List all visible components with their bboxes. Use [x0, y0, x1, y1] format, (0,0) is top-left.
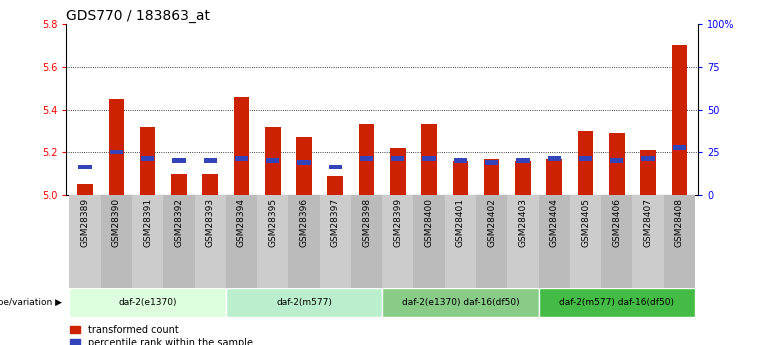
Bar — [235, 156, 248, 161]
Bar — [538, 288, 695, 317]
Bar — [641, 156, 654, 161]
Text: GSM28404: GSM28404 — [550, 198, 558, 247]
Text: daf-2(m577): daf-2(m577) — [276, 298, 332, 307]
Bar — [360, 156, 373, 161]
Bar — [392, 156, 405, 161]
Bar — [234, 97, 250, 195]
Text: GSM28401: GSM28401 — [456, 198, 465, 247]
Bar — [110, 150, 123, 154]
Bar — [672, 46, 687, 195]
Bar — [382, 195, 413, 288]
Bar — [548, 156, 561, 161]
Text: GSM28391: GSM28391 — [143, 198, 152, 247]
Bar — [320, 195, 351, 288]
Text: GSM28402: GSM28402 — [488, 198, 496, 247]
Bar — [515, 161, 530, 195]
Text: GSM28393: GSM28393 — [206, 198, 215, 247]
Text: daf-2(e1370): daf-2(e1370) — [119, 298, 177, 307]
Bar — [570, 195, 601, 288]
Bar — [484, 159, 499, 195]
Bar — [69, 288, 226, 317]
Bar — [69, 195, 101, 288]
Text: GSM28400: GSM28400 — [424, 198, 434, 247]
Bar — [445, 195, 476, 288]
Bar — [579, 156, 592, 161]
Bar — [421, 125, 437, 195]
Bar — [516, 158, 530, 163]
Bar — [141, 156, 154, 161]
Bar — [423, 156, 436, 161]
Text: GSM28395: GSM28395 — [268, 198, 277, 247]
Text: daf-2(m577) daf-16(df50): daf-2(m577) daf-16(df50) — [559, 298, 674, 307]
Bar — [171, 174, 186, 195]
Text: daf-2(e1370) daf-16(df50): daf-2(e1370) daf-16(df50) — [402, 298, 519, 307]
Bar — [194, 195, 226, 288]
Bar — [328, 165, 342, 169]
Bar — [140, 127, 155, 195]
Bar — [226, 195, 257, 288]
Bar — [79, 165, 92, 169]
Bar — [296, 137, 312, 195]
Text: GSM28405: GSM28405 — [581, 198, 590, 247]
Bar — [297, 160, 310, 165]
Bar — [547, 159, 562, 195]
Bar — [485, 160, 498, 165]
Bar — [289, 195, 320, 288]
Bar — [382, 288, 538, 317]
Bar — [640, 150, 656, 195]
Bar — [204, 158, 217, 163]
Text: GSM28389: GSM28389 — [80, 198, 90, 247]
Bar — [672, 145, 686, 150]
Bar — [609, 133, 625, 195]
Text: GSM28390: GSM28390 — [112, 198, 121, 247]
Text: GSM28408: GSM28408 — [675, 198, 684, 247]
Text: GSM28407: GSM28407 — [644, 198, 653, 247]
Bar — [413, 195, 445, 288]
Bar — [538, 195, 570, 288]
Bar — [77, 184, 93, 195]
Bar — [266, 158, 279, 163]
Text: genotype/variation ▶: genotype/variation ▶ — [0, 298, 62, 307]
Bar — [172, 158, 186, 163]
Text: GSM28397: GSM28397 — [331, 198, 340, 247]
Text: GSM28394: GSM28394 — [237, 198, 246, 247]
Text: GSM28399: GSM28399 — [393, 198, 402, 247]
Text: GSM28398: GSM28398 — [362, 198, 371, 247]
Bar — [359, 125, 374, 195]
Legend: transformed count, percentile rank within the sample: transformed count, percentile rank withi… — [66, 321, 257, 345]
Text: GDS770 / 183863_at: GDS770 / 183863_at — [66, 9, 211, 23]
Bar — [132, 195, 163, 288]
Bar — [351, 195, 382, 288]
Bar — [328, 176, 343, 195]
Bar — [226, 288, 382, 317]
Bar — [390, 148, 406, 195]
Bar — [476, 195, 507, 288]
Text: GSM28392: GSM28392 — [175, 198, 183, 247]
Bar — [507, 195, 538, 288]
Bar — [452, 161, 468, 195]
Bar — [202, 174, 218, 195]
Bar — [163, 195, 194, 288]
Bar — [578, 131, 594, 195]
Bar — [633, 195, 664, 288]
Bar — [101, 195, 132, 288]
Bar — [601, 195, 633, 288]
Text: GSM28396: GSM28396 — [300, 198, 309, 247]
Text: GSM28403: GSM28403 — [519, 198, 527, 247]
Bar — [664, 195, 695, 288]
Bar — [454, 158, 467, 163]
Bar — [265, 127, 281, 195]
Bar — [108, 99, 124, 195]
Bar — [257, 195, 289, 288]
Text: GSM28406: GSM28406 — [612, 198, 622, 247]
Bar — [610, 158, 623, 163]
